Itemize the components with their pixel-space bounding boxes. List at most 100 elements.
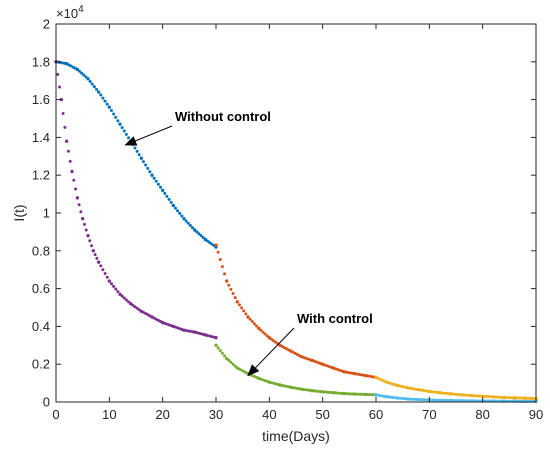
trajectory-dot <box>92 85 96 89</box>
trajectory-dot <box>530 396 534 400</box>
annotations: Without control With control <box>124 109 373 377</box>
y-tick-label: 0.8 <box>32 243 50 258</box>
data-point <box>118 122 122 126</box>
trajectory-dot <box>216 346 220 350</box>
trajectory-dot <box>434 398 438 402</box>
x-tick-label: 10 <box>102 407 116 422</box>
data-marks <box>54 60 538 404</box>
trajectory-dot <box>116 119 120 123</box>
trajectory-dot <box>156 182 160 186</box>
trajectory-dot <box>493 395 497 399</box>
trajectory-dot <box>188 223 192 227</box>
trajectory-dot <box>220 265 224 269</box>
trajectory-dot <box>272 339 276 343</box>
trajectory-dot <box>348 392 352 396</box>
trajectory-dot <box>210 242 214 246</box>
trajectory-dot <box>135 149 139 153</box>
trajectory-dot <box>178 211 182 215</box>
trajectory-dot <box>56 72 60 76</box>
data-point <box>214 336 218 340</box>
data-point <box>363 392 368 397</box>
trajectory-dot <box>461 399 465 403</box>
trajectory-dot <box>184 219 188 223</box>
trajectory-dot <box>472 394 476 398</box>
trajectory-dot <box>122 129 126 133</box>
y-tick-label: 1 <box>43 206 50 221</box>
trajectory-dot <box>186 221 190 225</box>
data-point <box>139 156 144 160</box>
trajectory-dot <box>263 332 267 336</box>
trajectory-dot <box>250 319 254 323</box>
trajectory-dot <box>101 96 105 100</box>
data-point <box>214 343 218 347</box>
data-point <box>86 233 90 238</box>
trajectory-dot <box>368 393 372 397</box>
trajectory-dot <box>419 398 423 402</box>
trajectory-dot <box>346 392 350 396</box>
trajectory-dot <box>133 305 137 309</box>
trajectory-dot <box>461 393 465 397</box>
trajectory-dot <box>370 393 374 397</box>
data-point <box>150 173 154 177</box>
trajectory-dot <box>99 93 103 97</box>
x-tick-label: 80 <box>475 407 489 422</box>
trajectory-dot <box>77 69 81 73</box>
trajectory-dot <box>508 396 512 400</box>
trajectory-dot <box>357 392 361 396</box>
trajectory-dot <box>133 146 137 150</box>
trajectory-dot <box>103 271 107 275</box>
trajectory-dot <box>218 349 222 353</box>
trajectory-dot <box>131 303 135 307</box>
trajectory-dot <box>176 209 180 213</box>
series-2 <box>374 375 538 401</box>
annotation-1: With control <box>247 311 373 377</box>
annotation-arrow <box>247 327 295 377</box>
x-tick-label: 0 <box>52 407 59 422</box>
trajectory-dot <box>496 395 500 399</box>
trajectory-dot <box>412 397 416 401</box>
trajectory-dot <box>231 292 235 296</box>
trajectory-dot <box>82 73 86 77</box>
y-tick-label: 1.2 <box>32 168 50 183</box>
trajectory-dot <box>410 397 414 401</box>
trajectory-dot <box>229 360 233 364</box>
trajectory-dot <box>61 111 65 115</box>
trajectory-dot <box>237 303 241 307</box>
trajectory-dot <box>163 191 167 195</box>
trajectory-dot <box>116 290 120 294</box>
trajectory-dot <box>408 397 412 401</box>
series-3 <box>54 60 218 340</box>
data-point <box>160 188 165 193</box>
trajectory-dot <box>82 222 86 226</box>
trajectory-dot <box>261 330 265 334</box>
y-exponent-power: 4 <box>78 4 84 15</box>
trajectory-dot <box>74 187 78 191</box>
data-point <box>107 105 112 109</box>
data-point <box>256 326 261 330</box>
trajectory-dot <box>114 287 118 291</box>
trajectory-dot <box>58 85 62 89</box>
annotation-0: Without control <box>124 109 271 146</box>
trajectory-dot <box>112 284 116 288</box>
x-tick-label: 70 <box>422 407 436 422</box>
trajectory-dot <box>451 399 455 403</box>
trajectory-dot <box>84 228 88 232</box>
trajectory-dot <box>90 82 94 86</box>
trajectory-dot <box>93 253 97 257</box>
trajectory-dot <box>248 317 252 321</box>
x-tick-label: 40 <box>262 407 276 422</box>
series-0 <box>54 60 218 249</box>
y-tick-label: 0.4 <box>32 319 50 334</box>
data-point <box>192 228 197 232</box>
trajectory-dot <box>344 392 348 396</box>
trajectory-dot <box>68 159 72 163</box>
y-tick-label: 1.4 <box>32 130 50 145</box>
y-tick-label: 1.8 <box>32 54 50 69</box>
data-point <box>224 356 229 361</box>
trajectory-dot <box>525 396 529 400</box>
x-tick-label: 60 <box>369 407 383 422</box>
data-point <box>64 139 69 143</box>
trajectory-dot <box>466 393 470 397</box>
trajectory-dot <box>444 398 448 402</box>
